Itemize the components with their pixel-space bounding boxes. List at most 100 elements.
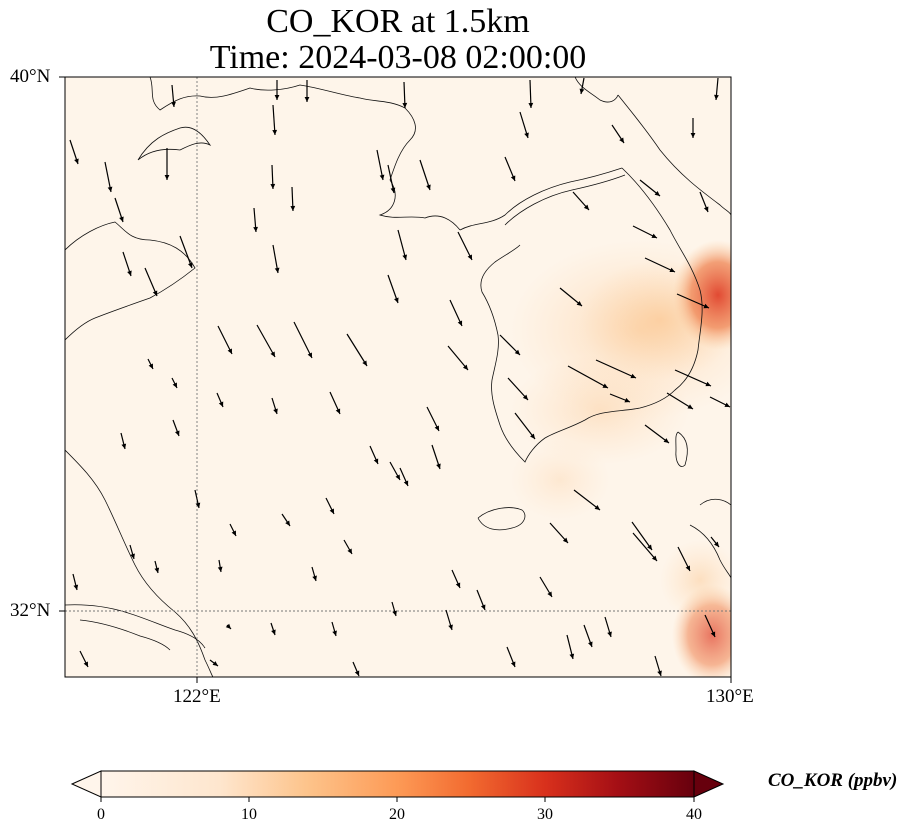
- wind-arrow-head: [579, 88, 585, 94]
- wind-arrow-head: [657, 670, 662, 676]
- wind-arrow-head: [329, 508, 334, 514]
- wind-arrow-head: [457, 320, 463, 326]
- x-tick-label-122e: 122°E: [173, 686, 221, 707]
- wind-arrow-head: [547, 591, 552, 597]
- gridlines: [65, 77, 731, 677]
- wind-arrow-shaft: [419, 159, 431, 191]
- wind-arrow-head: [402, 102, 408, 108]
- wind-arrow-head: [690, 133, 696, 138]
- wind-arrow-head: [402, 254, 408, 260]
- wind-arrow-head: [703, 206, 709, 212]
- wind-arrow-head: [669, 267, 675, 273]
- co-concentration-field: [510, 240, 731, 677]
- wind-arrow-head: [272, 129, 278, 135]
- wind-arrow-head: [172, 382, 177, 388]
- wind-arrow-head: [619, 137, 624, 143]
- wind-arrow-head: [522, 394, 528, 400]
- colorbar-tick-0: 0: [97, 806, 105, 823]
- wind-arrow-shaft: [272, 104, 276, 136]
- wind-arrow-head: [576, 300, 582, 306]
- wind-arrow-head: [663, 438, 669, 443]
- wind-arrow-head: [354, 670, 360, 676]
- wind-arrow-head: [83, 661, 88, 667]
- wind-arrow-head: [569, 653, 575, 659]
- wind-arrow-head: [510, 175, 516, 181]
- wind-arrow-head: [212, 661, 218, 666]
- wind-arrow-head: [152, 290, 158, 296]
- wind-arrow-head: [714, 541, 719, 547]
- wind-arrow-head: [530, 433, 535, 439]
- wind-arrow-head: [373, 458, 379, 464]
- y-tick-label-40n: 40°N: [10, 66, 51, 87]
- wind-arrow-head: [290, 205, 296, 211]
- wind-arrow-head: [154, 567, 160, 573]
- wind-arrow-head: [514, 349, 520, 355]
- wind-arrow-head: [394, 297, 399, 303]
- wind-arrow-head: [510, 661, 516, 667]
- wind-arrow-head: [588, 641, 593, 647]
- wind-arrow-shaft: [376, 149, 384, 181]
- wind-arrow-head: [270, 351, 275, 357]
- wind-arrow-shaft: [144, 267, 158, 297]
- wind-arrow-head: [285, 520, 290, 526]
- wind-arrow-head: [148, 363, 153, 369]
- wind-arrow-shaft: [447, 345, 469, 371]
- wind-arrow-head: [347, 548, 352, 554]
- y-tick-label-32n: 32°N: [10, 600, 51, 621]
- wind-arrow-head: [724, 402, 730, 407]
- wind-arrow-head: [107, 186, 113, 192]
- wind-arrow-head: [654, 191, 660, 196]
- wind-arrow-head: [624, 397, 630, 403]
- wind-arrow-head: [253, 226, 258, 232]
- colorbar-tick-10: 10: [241, 806, 257, 823]
- wind-arrow-head: [630, 373, 636, 379]
- wind-arrow-shaft: [217, 325, 233, 355]
- wind-arrow-shaft: [104, 161, 112, 193]
- wind-arrow-head: [392, 610, 397, 616]
- wind-arrow-head: [225, 623, 231, 629]
- wind-arrow-head: [390, 187, 396, 193]
- wind-arrow-head: [448, 624, 453, 630]
- wind-arrow-head: [524, 132, 529, 138]
- wind-arrow-head: [379, 174, 385, 180]
- wind-arrow-head: [187, 262, 193, 268]
- colorbar: [70, 770, 725, 802]
- wind-arrow-head: [174, 430, 180, 436]
- wind-arrow-head: [270, 183, 276, 189]
- colorbar-tick-30: 30: [537, 806, 553, 823]
- wind-arrow-head: [195, 502, 201, 508]
- wind-arrow-head: [271, 629, 276, 635]
- wind-arrow-shaft: [346, 333, 368, 367]
- axis-tick-marks: [59, 76, 732, 683]
- wind-arrow-head: [705, 381, 711, 387]
- wind-arrow-head: [74, 158, 79, 164]
- wind-arrow-head: [687, 404, 693, 409]
- wind-arrow-shaft: [256, 324, 276, 358]
- wind-arrow-shaft: [567, 365, 609, 389]
- wind-arrow-head: [121, 443, 127, 449]
- wind-arrow-head: [434, 425, 439, 431]
- wind-arrow-head: [395, 474, 400, 480]
- map-frame: [64, 76, 732, 678]
- colorbar-label: CO_KOR (ppbv): [768, 770, 898, 791]
- wind-arrow-head: [651, 555, 657, 561]
- wind-arrow-head: [307, 352, 312, 358]
- wind-arrow-shaft: [179, 235, 193, 269]
- wind-arrow-head: [462, 364, 468, 370]
- x-tick-label-130e: 130°E: [706, 686, 754, 707]
- wind-arrow-head: [403, 480, 409, 486]
- colorbar-tick-20: 20: [389, 806, 405, 823]
- wind-arrow-head: [130, 553, 135, 559]
- wind-arrow-head: [480, 604, 486, 610]
- colorbar-extend-max: [693, 770, 725, 798]
- wind-arrow-head: [703, 303, 709, 309]
- wind-arrow-head: [332, 630, 337, 636]
- wind-arrow-shaft: [631, 521, 653, 551]
- wind-arrow-head: [594, 505, 600, 510]
- wind-arrow-head: [607, 631, 612, 637]
- colorbar-extend-min: [70, 770, 102, 798]
- wind-arrow-head: [73, 584, 79, 590]
- wind-arrow-shaft: [293, 321, 313, 359]
- wind-arrow-head: [218, 401, 224, 407]
